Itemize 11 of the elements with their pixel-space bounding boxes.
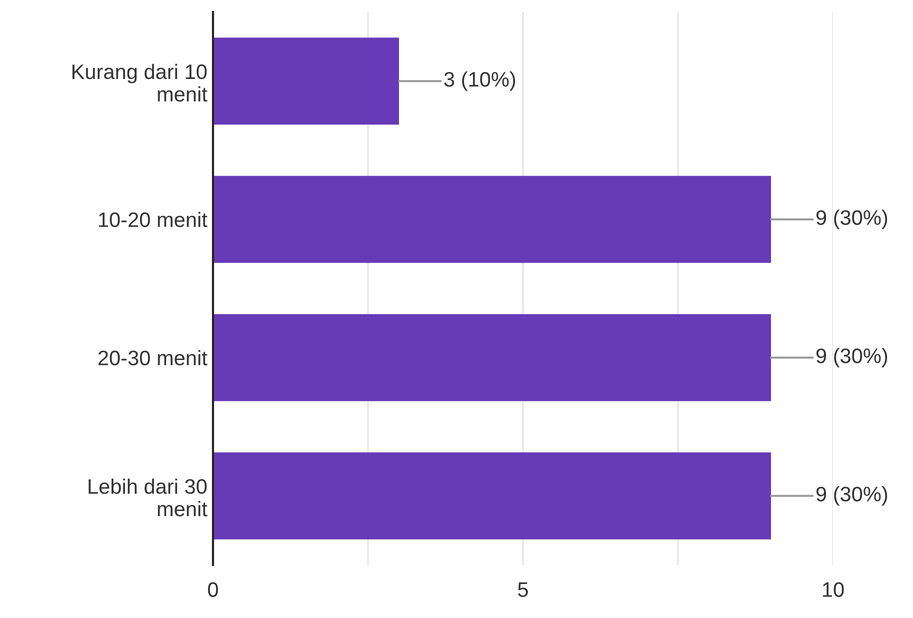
y-tick-label: 20-30 menit [98, 350, 208, 366]
y-tick-label: 10-20 menit [99, 212, 208, 228]
data-label: 9 (30%) [816, 348, 888, 368]
data-label: 9 (30%) [816, 210, 888, 230]
data-label: 3 (10%) [444, 71, 516, 91]
x-tick-label: 10 [823, 582, 844, 597]
x-tick-label: 5 [518, 582, 528, 597]
data-label: 9 (30%) [816, 486, 888, 506]
x-tick-label: 0 [208, 582, 218, 597]
y-tick-label: Lebih dari 30 menit [88, 478, 208, 516]
y-tick-label: Kurang dari 10 menit [72, 64, 208, 102]
